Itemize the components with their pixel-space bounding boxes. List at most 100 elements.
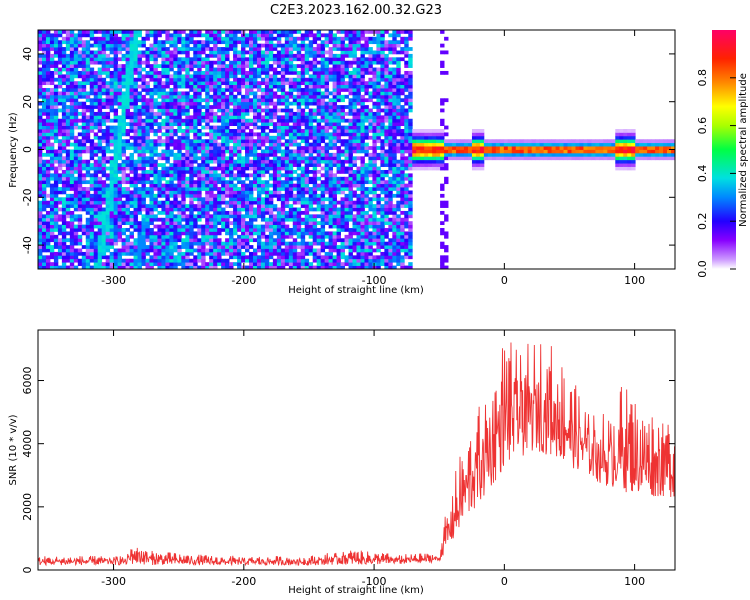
heatmap-cell (85, 118, 91, 123)
heatmap-cell (280, 60, 286, 65)
heatmap-cell (77, 173, 83, 178)
heatmap-cell (93, 251, 99, 256)
heatmap-cell (38, 67, 43, 72)
heatmap-cell (201, 234, 206, 239)
heatmap-cell (57, 47, 63, 51)
heatmap-cell (101, 30, 107, 34)
heatmap-cell (205, 33, 210, 38)
heatmap-cell (252, 152, 258, 157)
heatmap-cell (308, 176, 314, 181)
heatmap-cell (129, 217, 134, 222)
heatmap-cell (348, 142, 353, 147)
heatmap-cell (241, 234, 246, 239)
heatmap-cell (109, 197, 115, 202)
heatmap-cell (296, 125, 302, 130)
heatmap-cell (125, 122, 130, 126)
heatmap-cell (145, 53, 150, 58)
heatmap-cell (233, 262, 238, 266)
heatmap-cell (217, 40, 222, 45)
heatmap-cell (105, 43, 111, 48)
heatmap-cell (173, 245, 178, 249)
heatmap-cell (113, 248, 119, 253)
heatmap-cell (336, 91, 341, 96)
heatmap-cell (225, 262, 230, 266)
heatmap-cell (57, 98, 63, 103)
heatmap-cell (288, 234, 294, 239)
heatmap-cell (49, 245, 55, 249)
heatmap-cell (193, 139, 198, 144)
heatmap-cell (304, 129, 310, 133)
heatmap-cell (316, 43, 322, 48)
heatmap-cell (185, 132, 190, 137)
heatmap-cell (53, 105, 59, 109)
heatmap-cell (221, 265, 226, 269)
heatmap-cell (209, 217, 214, 222)
heatmap-cell (41, 190, 47, 195)
heatmap-cell (85, 30, 91, 34)
heatmap-cell (157, 77, 162, 82)
heatmap-cell (241, 108, 246, 113)
heatmap-cell (233, 142, 238, 147)
heatmap-cell (225, 139, 230, 144)
heatmap-cell (237, 159, 242, 164)
heatmap-cell (173, 159, 178, 164)
heatmap-cell (133, 81, 138, 86)
heatmap-cell (217, 163, 222, 167)
heatmap-cell (157, 245, 162, 249)
heatmap-cell (73, 115, 79, 120)
heatmap-cell (181, 105, 186, 109)
heatmap-cell (308, 228, 314, 232)
heatmap-cell (81, 77, 87, 82)
heatmap-cell (348, 122, 353, 126)
heatmap-cell (117, 118, 123, 123)
heatmap-cell (304, 180, 310, 185)
heatmap-cell (161, 166, 166, 171)
heatmap-cell (336, 169, 341, 174)
heatmap-cell (73, 33, 79, 38)
heatmap-cell (352, 132, 357, 137)
heatmap-cell (256, 88, 262, 92)
heatmap-cell (169, 262, 174, 266)
heatmap-cell (205, 74, 210, 79)
heatmap-cell (197, 47, 202, 51)
heatmap-cell (105, 231, 111, 236)
heatmap-cell (260, 98, 266, 103)
heatmap-cell (173, 200, 178, 205)
heatmap-cell (300, 255, 306, 260)
heatmap-cell (316, 183, 322, 188)
heatmap-cell (49, 142, 55, 147)
heatmap-cell (65, 74, 71, 79)
heatmap-cell (360, 43, 365, 48)
heatmap-cell (320, 101, 326, 106)
heatmap-cell (97, 166, 103, 171)
heatmap-cell (169, 74, 174, 79)
heatmap-cell (256, 173, 262, 178)
heatmap-cell (113, 67, 119, 72)
heatmap-cell (65, 36, 71, 41)
heatmap-cell (165, 146, 170, 150)
heatmap-cell (149, 91, 154, 96)
heatmap-cell (256, 57, 262, 62)
heatmap-cell (38, 265, 43, 269)
heatmap-cell (308, 231, 314, 236)
heatmap-cell (233, 50, 238, 55)
heatmap-cell (61, 224, 67, 229)
heatmap-cell (153, 50, 158, 55)
heatmap-cell (280, 221, 286, 226)
heatmap-cell (268, 64, 274, 68)
heatmap-cell (189, 40, 194, 45)
heatmap-cell (113, 146, 119, 150)
heatmap-cell (97, 146, 103, 150)
heatmap-cell (85, 204, 91, 208)
heatmap-cell (101, 70, 107, 75)
heatmap-cell (105, 91, 111, 96)
heatmap-cell (304, 64, 310, 68)
heatmap-cell (225, 258, 230, 263)
heatmap-cell (101, 207, 107, 212)
heatmap-cell (169, 98, 174, 103)
heatmap-cell (145, 135, 150, 140)
heatmap-cell (45, 221, 51, 226)
heatmap-cell (85, 33, 91, 38)
heatmap-cell (245, 33, 250, 38)
heatmap-cell (352, 94, 357, 99)
